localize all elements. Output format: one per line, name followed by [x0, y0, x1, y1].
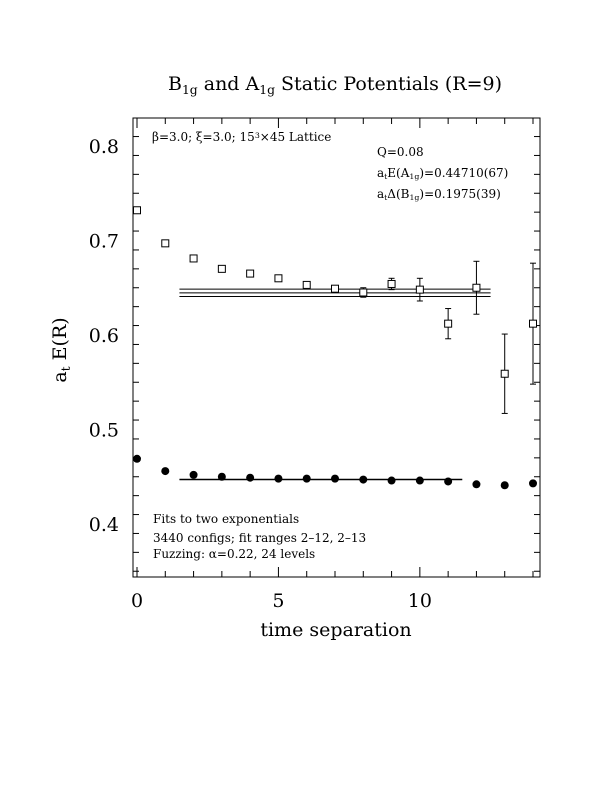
b1g-point — [302, 280, 311, 289]
y-axis-label: at E(R) — [49, 317, 73, 382]
b1g-point — [529, 319, 537, 328]
data-series — [133, 206, 537, 490]
x-tick-label: 0 — [131, 590, 143, 612]
chart-title: B1g and A1g Static Potentials (R=9) — [168, 73, 502, 97]
a1g-point — [359, 475, 368, 484]
fit-bands — [179, 288, 491, 481]
x-axis-label: time separation — [260, 619, 411, 641]
b1g-point — [161, 239, 170, 248]
y-tick-label: 0.6 — [89, 325, 119, 347]
b1g-point — [387, 279, 396, 288]
fuzzing-annotation: Fuzzing: α=0.22, 24 levels — [153, 547, 315, 561]
a1g-point — [217, 472, 226, 481]
a1g-point — [331, 474, 339, 483]
a1g-point — [302, 474, 311, 483]
x-ticks: 0 5 10 — [131, 590, 432, 612]
lattice-annotation: β=3.0; ξ=3.0; 153×45 Lattice — [152, 130, 331, 144]
b1g-point — [359, 288, 368, 297]
a1g-point — [500, 481, 509, 490]
a1g-series — [133, 454, 537, 490]
b1g-point — [217, 264, 226, 273]
x-tick-label: 10 — [408, 590, 432, 612]
x-tick-label: 5 — [272, 590, 284, 612]
b1g-point — [444, 319, 453, 328]
b1g-point — [189, 254, 198, 263]
a1g-point — [387, 476, 396, 485]
a1g-point — [133, 454, 141, 463]
b1g-point — [133, 206, 141, 215]
y-tick-label: 0.7 — [89, 231, 119, 253]
a1g-point — [246, 473, 255, 482]
a1g-point — [415, 476, 424, 485]
a1g-point — [189, 470, 198, 479]
b1g-point — [415, 285, 424, 294]
a1g-point — [161, 467, 170, 476]
fit-method-annotation: Fits to two exponentials — [153, 512, 299, 526]
y-tick-label: 0.4 — [89, 514, 119, 536]
q-annotation: Q=0.08 — [377, 145, 424, 159]
b1g-series — [133, 206, 537, 414]
b1g-point — [472, 283, 481, 292]
a1g-point — [444, 477, 453, 486]
b1g-point — [246, 269, 255, 278]
a1g-point — [472, 480, 481, 489]
y-tick-label: 0.5 — [89, 420, 119, 442]
a1g-point — [274, 474, 283, 483]
y-ticks: 0.4 0.5 0.6 0.7 0.8 — [89, 136, 119, 536]
b1g-point — [274, 274, 283, 283]
gap-annotation: atΔ(B1g)=0.1975(39) — [377, 187, 501, 202]
y-tick-label: 0.8 — [89, 136, 119, 158]
b1g-point — [500, 369, 509, 378]
b1g-point — [331, 284, 339, 293]
fit-ranges-annotation: 3440 configs; fit ranges 2–12, 2–13 — [153, 531, 366, 545]
a1g-point — [529, 479, 537, 488]
minor-ticks — [133, 118, 540, 577]
plot-frame — [132, 117, 541, 578]
energy-annotation: atE(A1g)=0.44710(67) — [377, 166, 508, 181]
